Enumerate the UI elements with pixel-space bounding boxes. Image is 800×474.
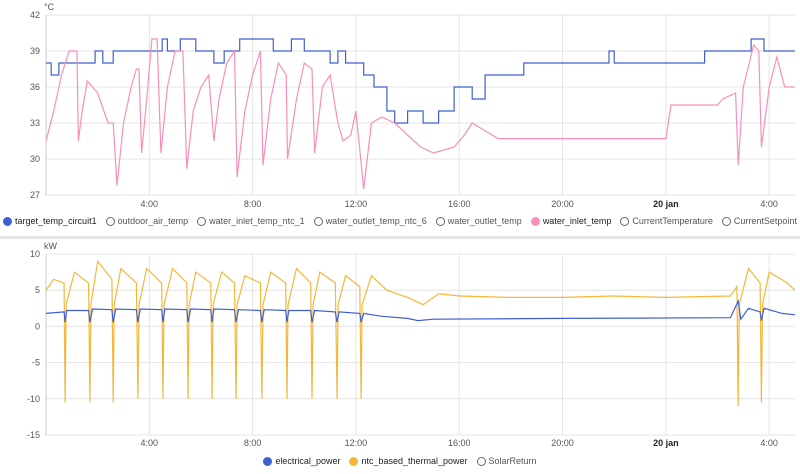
y-tick-label: 30	[30, 154, 40, 164]
legend-marker-icon	[620, 216, 630, 226]
legend-label: target_temp_circuit1	[15, 216, 97, 226]
legend-label: water_outlet_temp	[447, 216, 522, 226]
x-tick-label: 16:00	[448, 199, 471, 209]
y-tick-label: -5	[32, 358, 40, 368]
legend-label: SolarReturn	[488, 456, 537, 466]
x-tick-label: 20:00	[551, 199, 574, 209]
legend-label: electrical_power	[275, 456, 341, 466]
legend-label: CurrentTemperature	[632, 216, 713, 226]
y-tick-label: 5	[35, 285, 40, 295]
legend-item-water_inlet_temp[interactable]: water_inlet_temp	[530, 216, 612, 226]
x-tick-label: 12:00	[345, 199, 368, 209]
legend-marker-icon	[3, 216, 13, 226]
x-tick-label: 8:00	[244, 199, 262, 209]
legend-item-target_temp_circuit1[interactable]: target_temp_circuit1	[3, 216, 97, 226]
legend-marker-icon	[530, 216, 540, 226]
legend-marker-icon	[105, 216, 115, 226]
x-tick-label: 4:00	[141, 438, 159, 448]
legend-label: outdoor_air_temp	[117, 216, 189, 226]
legend-item-SolarReturn[interactable]: SolarReturn	[476, 456, 537, 466]
series-line-ntc_based_thermal_power	[45, 259, 796, 407]
unit-label: °C	[44, 2, 55, 12]
y-tick-label: 42	[30, 10, 40, 20]
legend-label: water_inlet_temp_ntc_1	[209, 216, 305, 226]
y-tick-label: -15	[27, 430, 40, 440]
chart-1: -15 -10 -5 0 5 10 4:00 8:00 12:00 16:00 20:00 20 ja…	[27, 241, 796, 448]
x-tick-label: 20 jan	[653, 199, 679, 209]
x-tick-label: 12:00	[345, 438, 368, 448]
legend-marker-icon	[349, 456, 359, 466]
x-tick-label: 16:00	[448, 438, 471, 448]
legend-label: CurrentSetpoint	[733, 216, 797, 226]
series-line-water_inlet_temp	[45, 38, 795, 190]
legend-item-water_outlet_temp_ntc_6[interactable]: water_outlet_temp_ntc_6	[313, 216, 427, 226]
legend-marker-icon	[435, 216, 445, 226]
x-tick-label: 4:00	[760, 438, 778, 448]
legend-label: water_outlet_temp_ntc_6	[325, 216, 427, 226]
unit-label: kW	[44, 241, 58, 251]
x-tick-label: 20:00	[551, 438, 574, 448]
legend-marker-icon	[721, 216, 731, 226]
y-tick-label: 10	[30, 249, 40, 259]
y-tick-label: -10	[27, 394, 40, 404]
x-tick-label: 4:00	[141, 199, 159, 209]
legend-power: electrical_power ntc_based_thermal_power S…	[0, 456, 800, 466]
legend-marker-icon	[263, 456, 273, 466]
chart-separator	[0, 236, 800, 239]
legend-item-CurrentTemperature[interactable]: CurrentTemperature	[620, 216, 713, 226]
legend-item-CurrentSetpoint[interactable]: CurrentSetpoint	[721, 216, 797, 226]
y-tick-label: 36	[30, 82, 40, 92]
x-tick-label: 20 jan	[653, 438, 679, 448]
legend-item-water_inlet_temp_ntc_1[interactable]: water_inlet_temp_ntc_1	[197, 216, 305, 226]
legend-label: ntc_based_thermal_power	[361, 456, 468, 466]
y-tick-label: 27	[30, 190, 40, 200]
legend-label: water_inlet_temp	[542, 216, 612, 226]
y-tick-label: 0	[35, 321, 40, 331]
chart-0: 27 30 33 36 39 42 4:00 8:00 12:00 16:00 20:00 20 ja…	[30, 2, 795, 209]
legend-marker-icon	[476, 456, 486, 466]
x-tick-label: 4:00	[760, 199, 778, 209]
legend-temperature: target_temp_circuit1 outdoor_air_temp wate…	[0, 216, 800, 226]
series-line-target_temp_circuit1	[46, 38, 795, 124]
y-tick-label: 33	[30, 118, 40, 128]
legend-marker-icon	[197, 216, 207, 226]
series-line-electrical_power	[45, 299, 796, 323]
legend-item-electrical_power[interactable]: electrical_power	[263, 456, 340, 466]
y-tick-label: 39	[30, 46, 40, 56]
x-tick-label: 8:00	[244, 438, 262, 448]
legend-item-outdoor_air_temp[interactable]: outdoor_air_temp	[105, 216, 189, 226]
legend-item-ntc_based_thermal_power[interactable]: ntc_based_thermal_power	[349, 456, 468, 466]
legend-marker-icon	[313, 216, 323, 226]
legend-item-water_outlet_temp[interactable]: water_outlet_temp	[435, 216, 522, 226]
